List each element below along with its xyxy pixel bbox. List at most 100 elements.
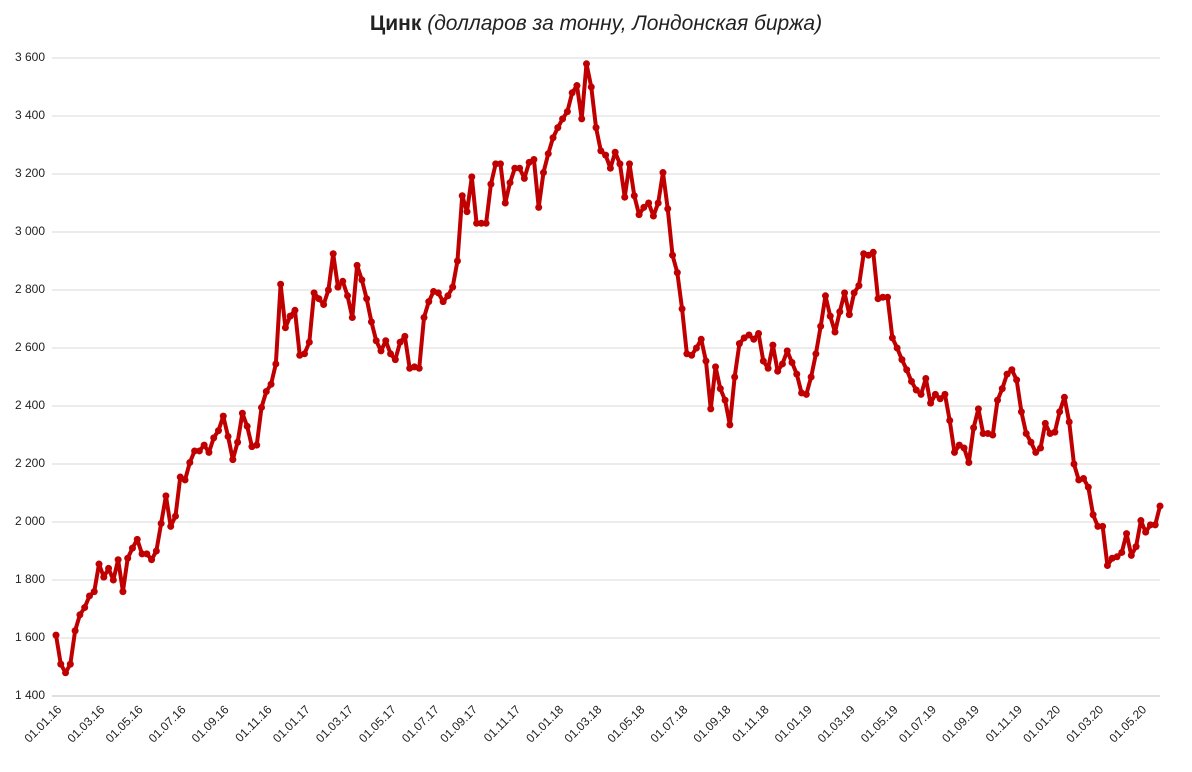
point-marker <box>635 211 643 219</box>
point-marker <box>707 405 715 413</box>
point-marker <box>229 456 237 464</box>
y-tick-label: 1 600 <box>15 630 45 644</box>
point-marker <box>535 203 543 211</box>
x-tick-label: 01.09.18 <box>691 702 734 745</box>
point-marker <box>836 308 844 316</box>
point-marker <box>907 377 915 385</box>
point-marker <box>396 338 404 346</box>
point-marker <box>234 438 242 446</box>
point-marker <box>238 409 246 417</box>
y-tick-label: 2 200 <box>15 456 45 470</box>
point-marker <box>582 60 590 68</box>
point-marker <box>1099 522 1107 530</box>
point-marker <box>128 544 136 552</box>
point-marker <box>669 251 677 259</box>
point-marker <box>621 193 629 201</box>
point-marker <box>114 556 122 564</box>
point-marker <box>692 344 700 352</box>
point-marker <box>592 124 600 132</box>
point-marker <box>1156 502 1164 510</box>
point-marker <box>884 293 892 301</box>
point-marker <box>253 441 261 449</box>
point-marker <box>291 306 299 314</box>
point-marker <box>186 459 194 467</box>
point-marker <box>496 160 504 168</box>
x-tick-label: 01.11.19 <box>983 702 1026 745</box>
x-tick-label: 01.07.19 <box>896 702 939 745</box>
point-marker <box>950 448 958 456</box>
x-tick-label: 01.07.16 <box>146 702 189 745</box>
point-marker <box>487 180 495 188</box>
point-marker <box>71 627 79 635</box>
point-marker <box>845 311 853 319</box>
x-tick-label: 01.05.18 <box>604 702 647 745</box>
point-marker <box>76 611 84 619</box>
point-marker <box>606 164 614 172</box>
point-marker <box>262 388 270 395</box>
point-marker <box>439 298 447 306</box>
point-marker <box>348 314 356 322</box>
point-marker <box>286 312 294 320</box>
x-tick-label: 01.11.17 <box>481 702 524 745</box>
point-marker <box>1118 548 1126 556</box>
point-marker <box>1113 553 1121 561</box>
point-marker <box>434 289 442 297</box>
x-tick-label: 01.05.17 <box>356 702 399 745</box>
point-marker <box>989 431 997 439</box>
point-marker <box>1008 366 1016 374</box>
point-marker <box>597 147 605 155</box>
point-marker <box>807 373 815 381</box>
point-marker <box>444 292 452 300</box>
point-marker <box>66 660 74 668</box>
point-marker <box>812 350 820 358</box>
point-marker <box>520 174 528 182</box>
point-marker <box>702 357 710 365</box>
point-marker <box>119 588 127 596</box>
point-marker <box>688 351 696 359</box>
point-marker <box>1123 530 1131 538</box>
point-marker <box>697 335 705 343</box>
chart-title-group: Цинк (долларов за тонну, Лондонская бирж… <box>370 12 822 35</box>
point-marker <box>898 356 906 364</box>
point-marker <box>1103 562 1111 569</box>
point-marker <box>301 350 309 358</box>
point-marker <box>716 385 724 393</box>
point-marker <box>516 164 524 172</box>
point-marker <box>721 396 729 404</box>
point-marker <box>105 564 113 572</box>
point-marker <box>258 403 266 411</box>
point-marker <box>645 199 653 207</box>
point-marker <box>965 459 973 467</box>
x-tick-label: 01.09.16 <box>189 702 232 745</box>
x-tick-label: 01.01.20 <box>1020 702 1063 745</box>
point-marker <box>1137 517 1145 525</box>
point-marker <box>922 374 930 382</box>
point-marker <box>559 115 567 123</box>
point-marker <box>788 359 796 366</box>
point-marker <box>712 363 720 371</box>
x-tick-label: 01.11.18 <box>729 702 772 745</box>
x-tick-label: 01.01.18 <box>523 702 566 745</box>
chart-subtitle: (долларов за тонну, Лондонская биржа) <box>427 12 822 35</box>
point-marker <box>425 298 433 306</box>
point-marker <box>109 576 117 584</box>
point-marker <box>95 560 103 568</box>
point-marker <box>755 330 763 337</box>
point-marker <box>936 395 944 403</box>
y-tick-label: 3 200 <box>15 166 45 180</box>
point-marker <box>941 390 949 398</box>
point-marker <box>420 314 428 322</box>
point-marker <box>57 660 65 668</box>
point-marker <box>52 631 60 639</box>
y-tick-label: 3 400 <box>15 108 45 122</box>
y-tick-label: 3 600 <box>15 50 45 64</box>
chart-title: Цинк <box>370 12 422 35</box>
point-marker <box>578 115 586 123</box>
point-marker <box>167 522 175 530</box>
point-marker <box>387 350 395 358</box>
point-marker <box>1084 483 1092 491</box>
point-marker <box>1151 521 1159 529</box>
point-marker <box>774 367 782 375</box>
point-marker <box>530 156 538 163</box>
point-marker <box>310 289 318 297</box>
